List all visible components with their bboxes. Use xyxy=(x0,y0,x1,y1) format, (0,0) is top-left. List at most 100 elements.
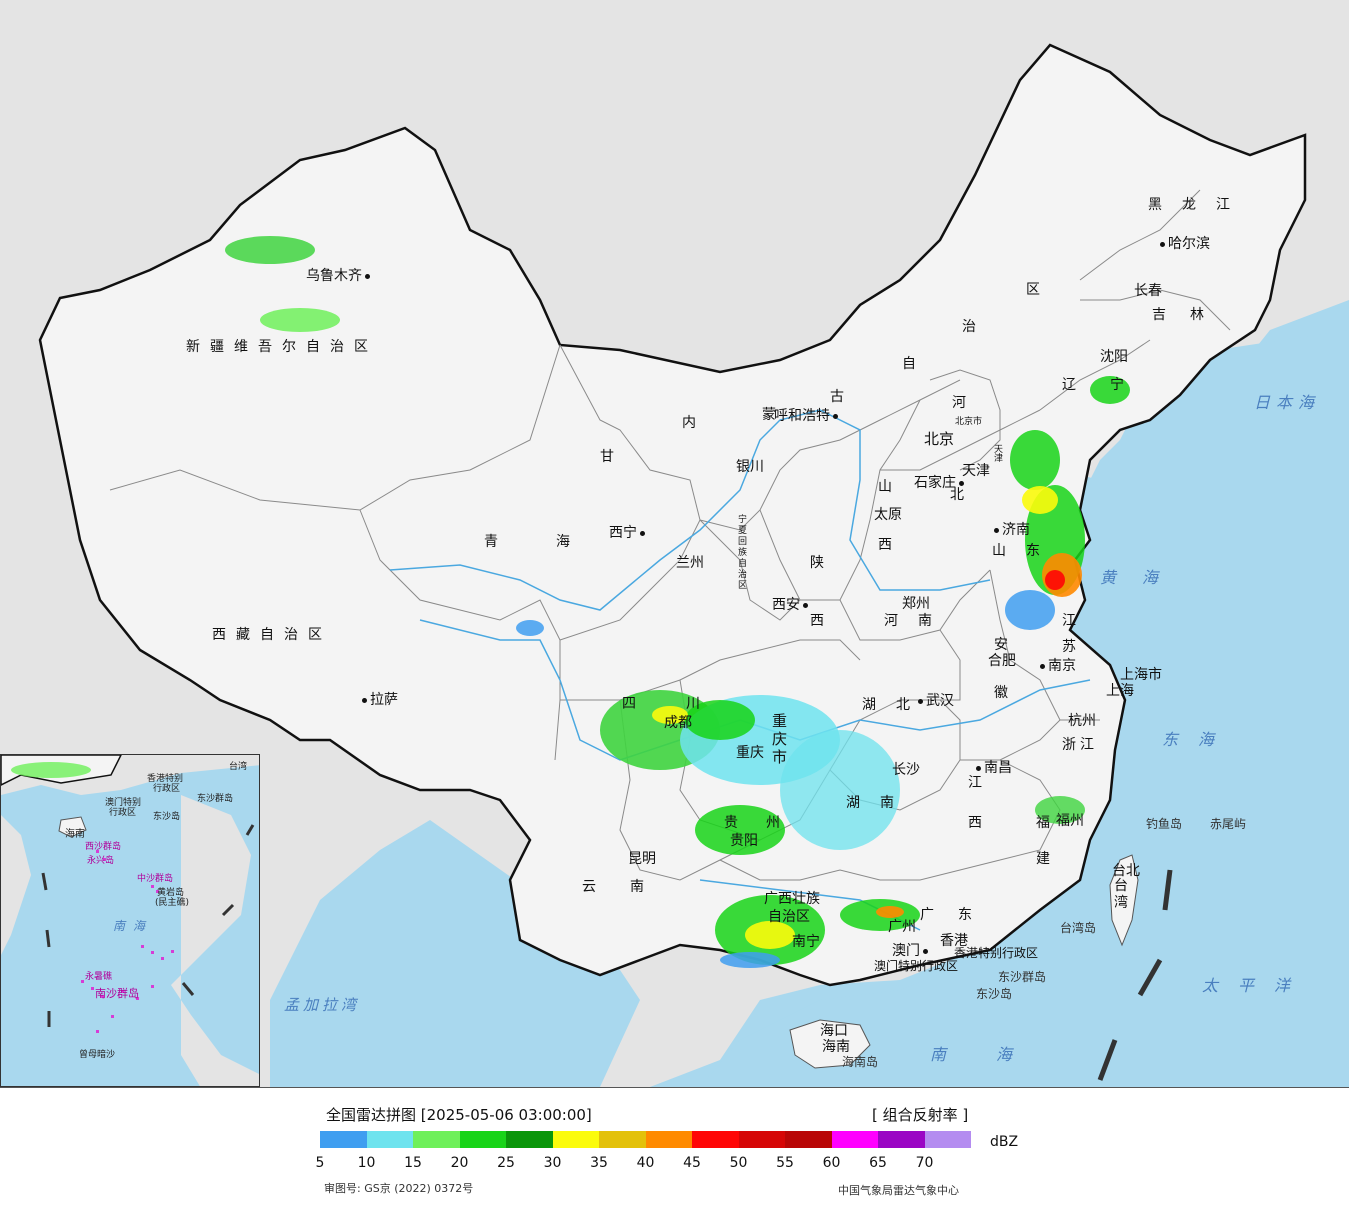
province-label-anhui-2: 徽 xyxy=(994,685,1008,701)
province-label-guangxi-2: 自治区 xyxy=(768,909,810,925)
legend-ticks: 5 10 15 20 25 30 35 40 45 50 55 60 65 70 xyxy=(316,1155,980,1171)
city-label-guiyang: 贵阳 xyxy=(730,833,758,849)
province-label-shanxi-2: 西 xyxy=(878,537,892,553)
city-label-wuhan: 武汉 xyxy=(918,694,954,708)
hainan-island xyxy=(789,1019,871,1069)
city-label-changchun: 长春 xyxy=(1134,283,1162,299)
city-label-hangzhou: 杭州 xyxy=(1068,713,1096,729)
taiwan-island xyxy=(1109,854,1139,947)
legend-color-bar xyxy=(320,1131,971,1148)
province-label-macau: 澳门特别行政区 xyxy=(874,959,959,973)
legend-swatch xyxy=(785,1131,832,1148)
sea-label-japan: 日本海 xyxy=(1254,393,1321,412)
legend-tick-label: 70 xyxy=(915,1155,934,1171)
inset-label-south-sea: 南海 xyxy=(113,919,154,933)
legend-swatch xyxy=(552,1131,599,1148)
island-label-diaoyu: 钓鱼岛 xyxy=(1146,817,1183,831)
legend-tick-label: 40 xyxy=(636,1155,655,1171)
province-label-neimenggu-6: 区 xyxy=(1026,282,1040,298)
city-label-hohhot: 呼和浩特 xyxy=(774,409,838,423)
legend-tick-label: 25 xyxy=(497,1155,515,1171)
province-label-neimenggu-2: 蒙 xyxy=(762,407,776,423)
city-label-harbin: 哈尔滨 xyxy=(1160,237,1210,251)
inset-label-zengmu: 曾母暗沙 xyxy=(79,1050,116,1060)
city-label-taiyuan: 太原 xyxy=(874,507,902,523)
legend-swatch xyxy=(459,1131,506,1148)
inset-label-hainan: 海南 xyxy=(65,829,85,840)
legend-tick-label: 35 xyxy=(590,1155,608,1171)
province-label-hebei-1: 河 xyxy=(952,395,966,411)
city-label-jinan: 济南 xyxy=(994,523,1030,537)
legend-tick-label: 30 xyxy=(543,1155,562,1171)
province-label-shanxi-1: 山 xyxy=(878,479,892,495)
island-label-dongsha: 东沙岛 xyxy=(976,987,1013,1001)
province-label-sichuan: 四川 xyxy=(622,696,750,712)
city-label-hefei: 合肥 xyxy=(988,653,1016,669)
city-label-lhasa: 拉萨 xyxy=(362,693,398,707)
province-label-yunnan: 云南 xyxy=(582,879,678,895)
legend-tick-label: 45 xyxy=(683,1155,701,1171)
radar-map[interactable]: 新疆维吾尔自治区 西藏自治区 青 海 甘 内 蒙 古 自 治 区 宁夏回族自治区… xyxy=(0,0,1349,1088)
legend-tick-label: 5 xyxy=(315,1155,325,1171)
province-label-xizang: 西藏自治区 xyxy=(212,627,332,643)
legend-tick-label: 20 xyxy=(450,1155,469,1171)
city-label-beijing: 北京 xyxy=(924,430,955,448)
province-label-chongqing: 重庆市 xyxy=(772,712,788,766)
legend-swatch xyxy=(506,1131,553,1148)
sea-label-east: 东海 xyxy=(1162,730,1235,749)
city-label-changsha: 长沙 xyxy=(892,762,920,778)
legend-product: [ 组合反射率 ] xyxy=(872,1106,969,1124)
province-label-neimenggu-3: 古 xyxy=(830,389,844,405)
data-source: 中国气象局雷达气象中心 xyxy=(838,1184,959,1197)
city-label-tianjin: 天津 xyxy=(962,463,990,479)
island-label-dongsha-group: 东沙群岛 xyxy=(998,970,1047,984)
city-label-shijiazhuang: 石家庄 xyxy=(914,476,964,490)
province-label-neimenggu-1: 内 xyxy=(682,415,696,431)
city-label-nanning: 南宁 xyxy=(792,934,820,950)
province-label-qinghai-1: 青 xyxy=(484,534,498,550)
province-label-shaanxi-2: 西 xyxy=(810,613,824,629)
inset-label-taiwan: 台湾 xyxy=(229,762,248,772)
inset-label-zhongsha: 中沙群岛 xyxy=(137,874,174,884)
boundary-dashes xyxy=(1097,869,1173,1081)
inset-label-dongsha: 东沙群岛 xyxy=(197,794,234,804)
city-label-haikou: 海口 xyxy=(820,1023,848,1039)
inset-label-macau-2: 行政区 xyxy=(109,808,137,818)
legend-tick-label: 15 xyxy=(404,1155,422,1171)
province-label-gansu: 甘 xyxy=(600,449,614,465)
legend-swatch xyxy=(831,1131,878,1148)
legend-swatch xyxy=(692,1131,739,1148)
island-label-taiwan: 台湾岛 xyxy=(1060,921,1097,935)
province-label-jiangxi-2: 西 xyxy=(968,815,982,831)
city-label-guangzhou: 广州 xyxy=(888,919,916,935)
city-label-lanzhou: 兰州 xyxy=(676,555,704,571)
legend-swatch xyxy=(924,1131,971,1148)
legend-swatch xyxy=(878,1131,925,1148)
province-label-fujian-2: 建 xyxy=(1036,851,1050,867)
province-label-neimenggu-4: 自 xyxy=(902,356,916,372)
province-label-shanghai: 上海市 xyxy=(1120,667,1162,683)
province-label-hainan: 海南 xyxy=(822,1039,850,1055)
city-label-chengdu: 成都 xyxy=(664,715,692,731)
legend-panel: 全国雷达拼图 [2025-05-06 03:00:00] [ 组合反射率 ] 5… xyxy=(0,1088,1349,1208)
legend-tick-label: 10 xyxy=(357,1155,376,1171)
city-label-shanghai: 上海 xyxy=(1106,683,1134,699)
inset-label-huangyan-2: (民主礁) xyxy=(155,898,190,908)
legend-tick-label: 50 xyxy=(729,1155,748,1171)
province-label-jiangsu-2: 苏 xyxy=(1062,639,1076,655)
province-label-hebei-2: 北 xyxy=(950,487,964,503)
province-label-guizhou: 贵州 xyxy=(724,815,808,831)
city-label-hongkong: 香港 xyxy=(940,933,968,949)
city-label-urumqi: 乌鲁木齐 xyxy=(306,269,370,283)
province-label-hongkong: 香港特别行政区 xyxy=(954,946,1039,960)
province-label-guangdong: 广东 xyxy=(920,907,996,923)
city-label-taibei: 台北 xyxy=(1112,863,1140,879)
island-label-hainan: 海南岛 xyxy=(842,1055,879,1069)
city-label-nanchang: 南昌 xyxy=(976,761,1012,775)
province-label-qinghai-2: 海 xyxy=(556,534,570,550)
inset-label-nansha: 南沙群岛 xyxy=(95,987,139,1000)
city-label-xian: 西安 xyxy=(772,598,808,612)
legend-swatch xyxy=(320,1131,367,1148)
city-label-yinchuan: 银川 xyxy=(736,459,764,475)
province-label-anhui-1: 安 xyxy=(994,637,1008,653)
